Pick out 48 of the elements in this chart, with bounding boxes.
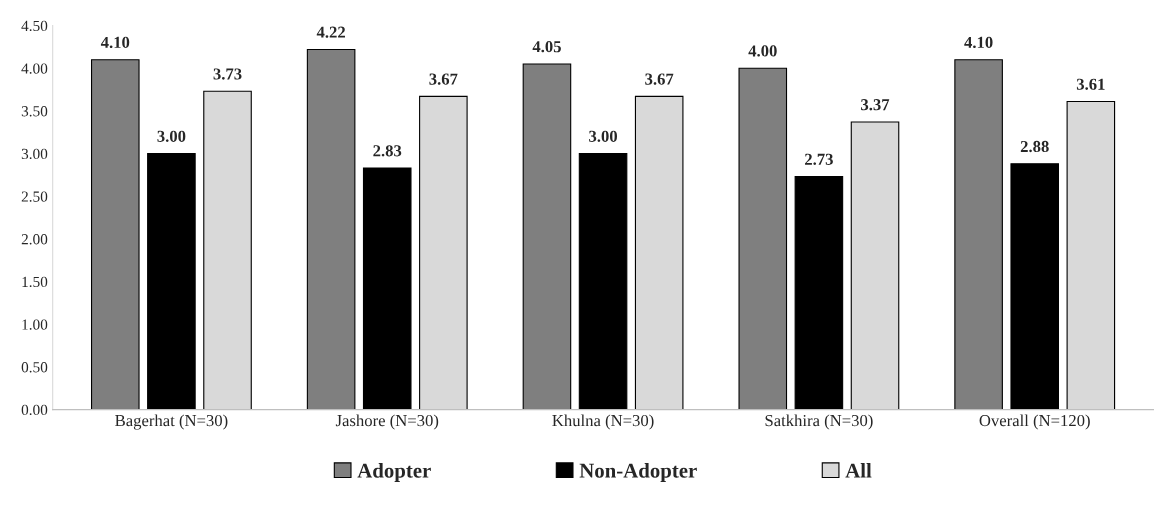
bar (203, 90, 252, 410)
bar (147, 153, 196, 410)
bar (306, 48, 356, 410)
data-label: 2.83 (373, 145, 402, 157)
data-label: 4.00 (748, 45, 777, 57)
bar (738, 67, 788, 410)
y-tick-label: 2.00 (21, 234, 48, 245)
x-tick-label: Bagerhat (N=30) (115, 414, 228, 430)
x-tick-label: Satkhira (N=30) (765, 414, 873, 430)
bar (794, 176, 844, 410)
y-tick-label: 0.50 (21, 362, 48, 373)
y-tick-label: 3.50 (21, 106, 48, 117)
data-label: 3.00 (589, 130, 618, 142)
bar (634, 95, 684, 410)
legend-label: All (845, 463, 872, 478)
data-label: 4.05 (532, 41, 561, 53)
data-label: 3.73 (213, 68, 242, 80)
x-tick-label: Overall (N=120) (979, 414, 1090, 430)
y-tick-label: 4.00 (21, 63, 48, 74)
data-label: 4.10 (100, 36, 130, 49)
y-tick-label: 4.50 (21, 20, 48, 32)
bar (578, 153, 628, 410)
data-label: 4.22 (316, 26, 345, 38)
bar (419, 95, 468, 410)
data-label: 3.00 (157, 130, 186, 142)
bar (522, 63, 572, 410)
data-label: 2.88 (1020, 140, 1049, 153)
data-label: 4.10 (964, 36, 993, 49)
y-tick-label: 3.00 (21, 148, 48, 160)
bar (1066, 100, 1116, 410)
y-tick-label: 1.00 (22, 319, 48, 330)
bar (362, 167, 412, 410)
x-tick-label: Khulna (N=30) (552, 414, 654, 430)
y-tick-label: 2.50 (21, 191, 48, 202)
data-label: 3.61 (1076, 78, 1105, 90)
bar (850, 121, 900, 410)
bar (954, 59, 1003, 410)
bar (1010, 163, 1060, 410)
data-label: 2.73 (805, 153, 833, 165)
x-tick-label: Jashore (N=30) (335, 414, 439, 430)
data-label: 3.67 (429, 73, 458, 85)
y-tick-label: 0.00 (21, 404, 48, 416)
y-tick-label: 1.50 (22, 276, 48, 288)
data-label: 3.37 (861, 99, 890, 111)
legend-label: Adopter (357, 463, 431, 482)
legend-label: Non-Adopter (579, 463, 697, 482)
bar (90, 59, 140, 410)
data-label: 3.67 (645, 73, 674, 85)
